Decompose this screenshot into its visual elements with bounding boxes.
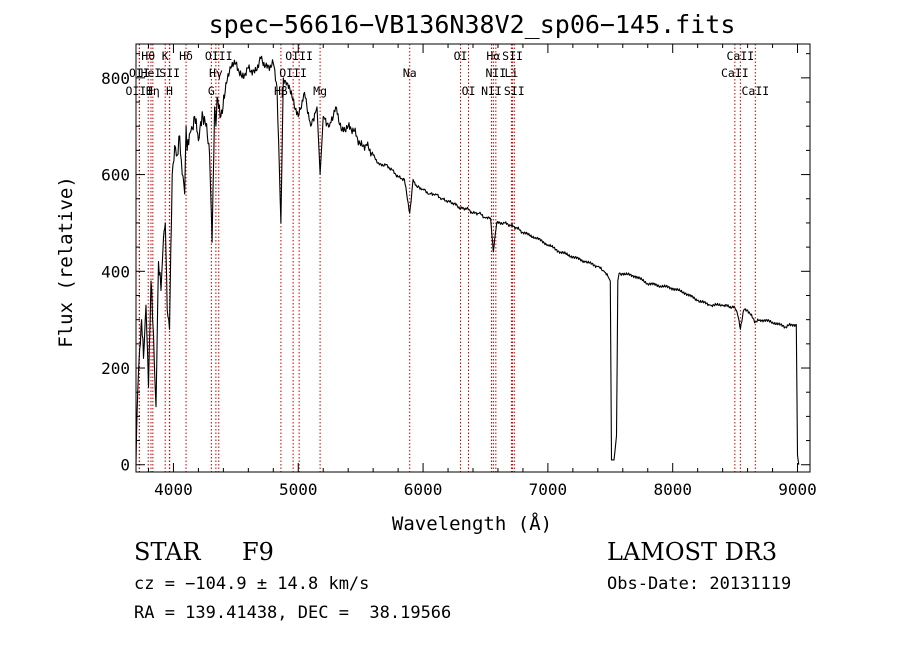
line-label: Mg [313,84,327,98]
spectrum-line [135,55,800,465]
line-label: Hθ [141,49,155,63]
line-label: Hδ [179,49,193,63]
coordinates: RA = 139.41438, DEC = 38.19566 [134,603,452,623]
line-label: OI [462,84,476,98]
line-label: OI [454,49,468,63]
chart-title: spec−56616−VB136N38V2_sp06−145.fits [209,10,736,39]
line-label: OII [129,66,150,80]
y-axis-ticks: 0 200 400 600 800 [101,53,810,475]
plot-frame [135,43,811,473]
line-label: OIII [205,49,233,63]
line-label: CaII [741,84,769,98]
line-label: OIII [285,49,313,63]
object-subclass: F9 [242,538,274,566]
line-label: OIII [126,84,154,98]
y-tick-label: 200 [101,359,130,378]
x-tick-label: 9000 [778,480,817,499]
y-tick-label: 800 [101,69,130,88]
x-tick-label: 6000 [404,480,443,499]
line-label: NII [481,84,502,98]
line-label: HeI [141,66,162,80]
line-label: SII [504,84,525,98]
y-tick-label: 0 [120,456,130,475]
spectral-line-labels: Hθ OII OIII HeI Hη K SII H Hδ OIII Hγ G Hβ OIII OIII Mg… [126,49,770,98]
spectral-line-markers [138,44,756,472]
line-label: K [162,49,169,63]
line-label: Li [505,66,519,80]
line-label: OIII [279,66,307,80]
line-label: Hα [486,49,500,63]
line-label: CaII [721,66,749,80]
survey-name: LAMOST DR3 [607,538,778,566]
x-tick-label: 7000 [529,480,568,499]
spectrum-chart: spec−56616−VB136N38V2_sp06−145.fits Wave… [55,10,817,535]
y-axis-label: Flux (relative) [55,176,77,348]
y-tick-label: 400 [101,262,130,281]
x-axis-label: Wavelength (Å) [392,512,552,535]
x-axis-ticks: 4000 5000 6000 7000 8000 9000 [147,44,817,499]
line-label: Hβ [274,84,288,98]
spectrum-series [135,55,800,465]
x-tick-label: 8000 [653,480,692,499]
line-label: SII [502,49,523,63]
x-tick-label: 4000 [154,480,193,499]
line-label: NII [485,66,506,80]
line-label: SII [159,66,180,80]
line-label: Na [403,66,417,80]
line-label: Hη [146,84,160,98]
x-tick-label: 5000 [279,480,318,499]
observation-date: Obs-Date: 20131119 [607,574,792,594]
y-tick-label: 600 [101,166,130,185]
object-class: STAR [134,538,201,566]
redshift-velocity: cz = −104.9 ± 14.8 km/s [134,574,370,594]
line-label: G [208,84,215,98]
line-label: H [166,84,173,98]
line-label: CaII [727,49,755,63]
line-label: Hγ [209,66,223,80]
